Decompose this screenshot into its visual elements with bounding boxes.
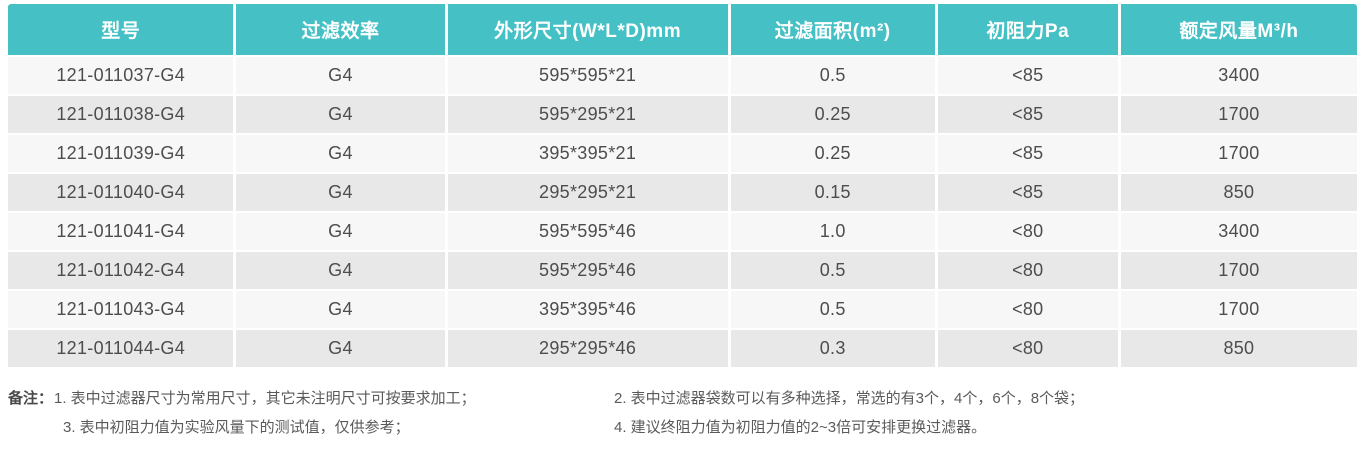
table-cell: 121-011041-G4 bbox=[8, 213, 234, 250]
table-cell: 0.25 bbox=[730, 135, 935, 172]
table-row: 121-011037-G4 G4 595*595*21 0.5 <85 3400 bbox=[8, 57, 1357, 94]
table-cell: 0.3 bbox=[730, 330, 935, 367]
table-cell: G4 bbox=[236, 330, 445, 367]
table-cell: G4 bbox=[236, 252, 445, 289]
filter-spec-table-wrap: 型号 过滤效率 外形尺寸(W*L*D)mm 过滤面积(m²) 初阻力Pa 额定风量M³/h… bbox=[5, 2, 1360, 369]
table-cell: G4 bbox=[236, 57, 445, 94]
table-cell: 595*595*21 bbox=[447, 57, 728, 94]
table-cell: 1.0 bbox=[730, 213, 935, 250]
table-body: 121-011037-G4 G4 595*595*21 0.5 <85 3400 121-0… bbox=[8, 57, 1357, 367]
column-header: 外形尺寸(W*L*D)mm bbox=[447, 4, 728, 55]
note-item-3: 3. 表中初阻力值为实验风量下的测试值，仅供参考； bbox=[63, 419, 410, 436]
column-header: 型号 bbox=[8, 4, 234, 55]
table-cell: 1700 bbox=[1120, 135, 1357, 172]
table-cell: G4 bbox=[236, 174, 445, 211]
table-cell: 1700 bbox=[1120, 252, 1357, 289]
table-cell: 121-011040-G4 bbox=[8, 174, 234, 211]
table-row: 121-011042-G4 G4 595*295*46 0.5 <80 1700 bbox=[8, 252, 1357, 289]
table-cell: <85 bbox=[937, 57, 1118, 94]
table-cell: 850 bbox=[1120, 174, 1357, 211]
column-header: 额定风量M³/h bbox=[1120, 4, 1357, 55]
table-cell: 1700 bbox=[1120, 291, 1357, 328]
table-cell: 395*395*46 bbox=[447, 291, 728, 328]
column-header: 过滤面积(m²) bbox=[730, 4, 935, 55]
table-cell: <85 bbox=[937, 135, 1118, 172]
table-cell: 0.5 bbox=[730, 291, 935, 328]
table-cell: 295*295*46 bbox=[447, 330, 728, 367]
table-header: 型号 过滤效率 外形尺寸(W*L*D)mm 过滤面积(m²) 初阻力Pa 额定风量M³/h bbox=[8, 4, 1357, 55]
table-row: 121-011041-G4 G4 595*595*46 1.0 <80 3400 bbox=[8, 213, 1357, 250]
table-row: 121-011044-G4 G4 295*295*46 0.3 <80 850 bbox=[8, 330, 1357, 367]
table-cell: <80 bbox=[937, 291, 1118, 328]
notes-label: 备注： bbox=[8, 390, 54, 407]
table-cell: 0.25 bbox=[730, 96, 935, 133]
table-cell: <80 bbox=[937, 252, 1118, 289]
table-cell: G4 bbox=[236, 213, 445, 250]
table-cell: 121-011042-G4 bbox=[8, 252, 234, 289]
table-cell: G4 bbox=[236, 96, 445, 133]
table-cell: 0.15 bbox=[730, 174, 935, 211]
table-cell: <80 bbox=[937, 213, 1118, 250]
table-cell: <80 bbox=[937, 330, 1118, 367]
table-cell: 595*295*46 bbox=[447, 252, 728, 289]
table-cell: 595*595*46 bbox=[447, 213, 728, 250]
table-cell: 3400 bbox=[1120, 57, 1357, 94]
column-header: 过滤效率 bbox=[236, 4, 445, 55]
table-cell: 595*295*21 bbox=[447, 96, 728, 133]
table-cell: 121-011038-G4 bbox=[8, 96, 234, 133]
note-item-1: 1. 表中过滤器尺寸为常用尺寸，其它未注明尺寸可按要求加工； bbox=[54, 390, 476, 407]
table-cell: 121-011044-G4 bbox=[8, 330, 234, 367]
table-cell: G4 bbox=[236, 135, 445, 172]
table-cell: 1700 bbox=[1120, 96, 1357, 133]
notes-spacer bbox=[8, 419, 54, 437]
table-cell: 295*295*21 bbox=[447, 174, 728, 211]
table-cell: 121-011043-G4 bbox=[8, 291, 234, 328]
table-row: 121-011040-G4 G4 295*295*21 0.15 <85 850 bbox=[8, 174, 1357, 211]
table-row: 121-011043-G4 G4 395*395*46 0.5 <80 1700 bbox=[8, 291, 1357, 328]
table-cell: 0.5 bbox=[730, 252, 935, 289]
note-item-4: 4. 建议终阻力值为初阻力值的2~3倍可安排更换过滤器。 bbox=[614, 419, 987, 436]
table-cell: G4 bbox=[236, 291, 445, 328]
table-cell: 121-011037-G4 bbox=[8, 57, 234, 94]
table-cell: 850 bbox=[1120, 330, 1357, 367]
note-item-2: 2. 表中过滤器袋数可以有多种选择，常选的有3个，4个，6个，8个袋； bbox=[614, 390, 1085, 407]
notes: 备注： 1. 表中过滤器尺寸为常用尺寸，其它未注明尺寸可按要求加工； 2. 表中… bbox=[8, 390, 1357, 437]
table-cell: 3400 bbox=[1120, 213, 1357, 250]
table-cell: 0.5 bbox=[730, 57, 935, 94]
filter-spec-table: 型号 过滤效率 外形尺寸(W*L*D)mm 过滤面积(m²) 初阻力Pa 额定风量M³/h… bbox=[5, 2, 1360, 369]
table-cell: <85 bbox=[937, 174, 1118, 211]
table-cell: <85 bbox=[937, 96, 1118, 133]
table-cell: 395*395*21 bbox=[447, 135, 728, 172]
column-header: 初阻力Pa bbox=[937, 4, 1118, 55]
table-row: 121-011038-G4 G4 595*295*21 0.25 <85 1700 bbox=[8, 96, 1357, 133]
table-cell: 121-011039-G4 bbox=[8, 135, 234, 172]
table-header-row: 型号 过滤效率 外形尺寸(W*L*D)mm 过滤面积(m²) 初阻力Pa 额定风量M³/h bbox=[8, 4, 1357, 55]
table-row: 121-011039-G4 G4 395*395*21 0.25 <85 1700 bbox=[8, 135, 1357, 172]
